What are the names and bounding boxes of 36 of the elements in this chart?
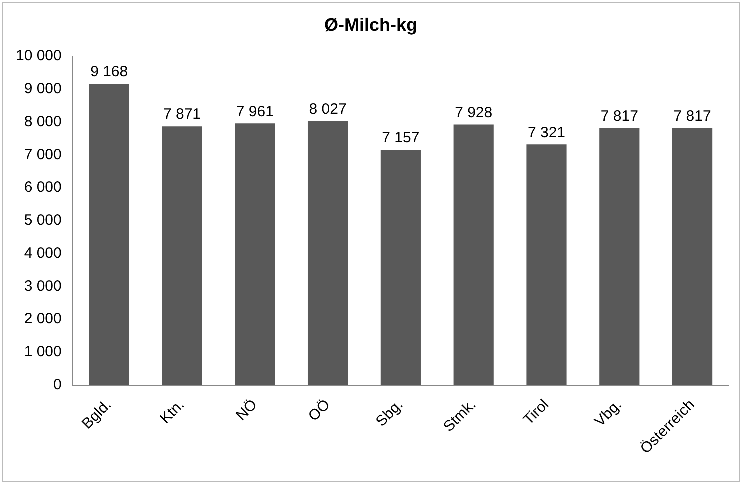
x-tick-label: NÖ [232, 396, 261, 424]
x-tick-label: Vbg. [592, 396, 626, 430]
y-tick-label: 8 000 [24, 113, 62, 130]
bar [89, 84, 130, 386]
data-label: 7 817 [674, 108, 712, 126]
data-label: 9 168 [90, 64, 128, 81]
x-tick-label: Sbg. [372, 396, 407, 430]
bar [235, 124, 276, 386]
y-tick-label: 2 000 [24, 310, 62, 328]
data-label: 7 871 [163, 106, 202, 124]
bar [162, 126, 202, 386]
data-label: 8 027 [309, 101, 347, 118]
data-label: 7 928 [455, 104, 493, 122]
bar [672, 128, 713, 386]
bar [308, 121, 348, 386]
y-tick-label: 6 000 [24, 179, 62, 196]
chart-title: Ø-Milch-kg [324, 14, 418, 35]
data-label: 7 961 [236, 103, 274, 120]
y-tick-label: 5 000 [24, 212, 62, 230]
x-tick-label: Ktn. [157, 396, 188, 428]
bar [526, 144, 567, 386]
y-tick-label: 4 000 [24, 244, 62, 262]
y-tick-label: 7 000 [24, 146, 62, 164]
bar [600, 128, 640, 386]
bar [380, 150, 421, 386]
y-tick-label: 10 000 [16, 48, 62, 65]
y-tick-label: 0 [54, 376, 62, 394]
x-tick-label: Tirol [520, 396, 552, 429]
bar [454, 124, 494, 386]
y-tick-label: 9 000 [24, 80, 62, 98]
data-label: 7 817 [600, 108, 638, 126]
data-label: 7 321 [528, 124, 566, 142]
data-label: 7 157 [382, 130, 420, 147]
y-tick-label: 1 000 [24, 344, 62, 361]
y-tick-label: 3 000 [24, 278, 62, 295]
x-tick-label: OÖ [305, 396, 334, 425]
